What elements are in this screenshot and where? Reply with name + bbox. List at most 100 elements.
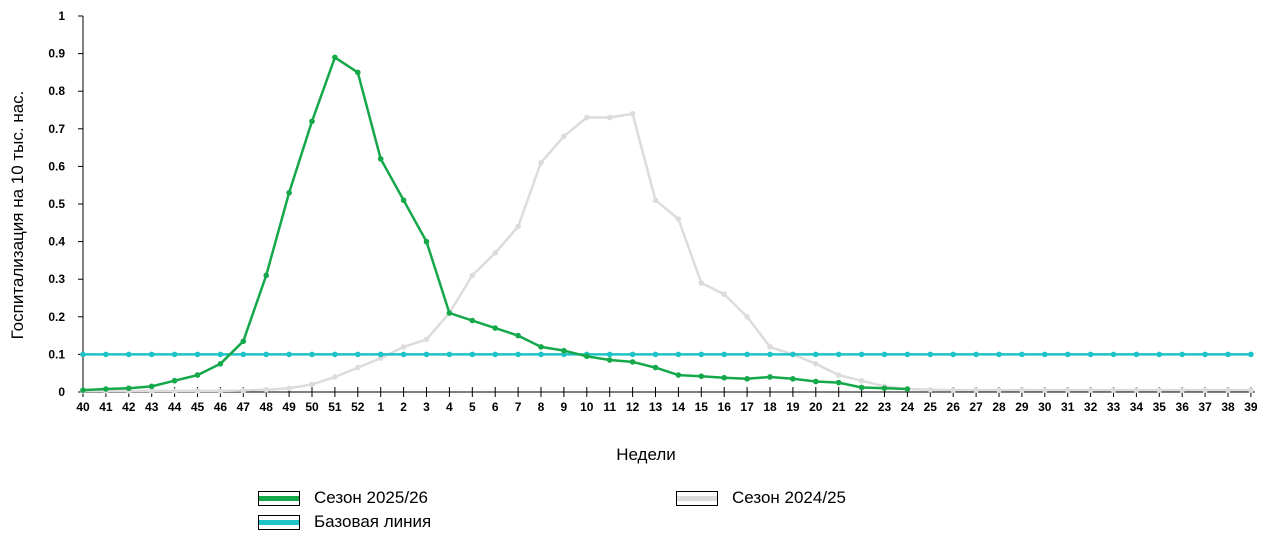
series-1	[80, 110, 1254, 394]
data-point	[217, 388, 224, 394]
x-tick-label: 9	[561, 400, 568, 414]
legend-item-season-2024-25[interactable]: Сезон 2024/25	[676, 488, 846, 508]
x-tick-label: 13	[649, 400, 663, 414]
x-tick-label: 52	[351, 400, 365, 414]
data-point	[790, 376, 796, 382]
data-point	[721, 291, 727, 298]
data-point	[1225, 351, 1231, 358]
data-point	[1156, 351, 1163, 358]
x-tick-label: 33	[1107, 400, 1121, 414]
data-point	[286, 351, 292, 358]
data-point	[813, 378, 819, 385]
data-point	[515, 351, 521, 358]
data-point	[377, 351, 384, 358]
data-point	[652, 197, 659, 204]
x-tick-label: 26	[947, 400, 961, 414]
data-point	[629, 110, 636, 117]
data-point	[950, 387, 956, 393]
data-point	[904, 386, 911, 392]
data-point	[1179, 351, 1185, 358]
x-tick-label: 11	[603, 400, 616, 414]
data-point	[538, 159, 544, 166]
x-tick-label: 21	[832, 400, 846, 414]
legend-item-season-2025-26[interactable]: Сезон 2025/26	[258, 488, 428, 508]
data-point	[698, 373, 705, 380]
data-point	[1087, 351, 1094, 358]
data-point	[377, 156, 384, 162]
data-point	[561, 347, 567, 354]
y-axis-title: Госпитализация на 10 тыс. нас.	[8, 91, 27, 340]
data-point	[309, 351, 315, 358]
x-tick-label: 48	[260, 400, 274, 414]
x-tick-label: 7	[515, 400, 522, 414]
data-point	[950, 351, 956, 358]
data-point	[1110, 387, 1117, 393]
data-point	[858, 377, 865, 384]
data-point	[835, 351, 842, 358]
y-tick-label: 1	[58, 9, 65, 23]
x-tick-label: 8	[538, 400, 545, 414]
data-point	[263, 351, 270, 358]
x-tick-label: 50	[305, 400, 319, 414]
x-tick-label: 20	[809, 400, 823, 414]
x-tick-label: 34	[1130, 400, 1144, 414]
x-tick-label: 41	[99, 400, 113, 414]
data-point	[835, 379, 842, 386]
x-tick-label: 37	[1198, 400, 1212, 414]
data-point	[767, 374, 773, 380]
data-point	[355, 69, 361, 76]
series-line	[83, 112, 1251, 393]
data-point	[561, 133, 567, 140]
data-point	[652, 364, 659, 371]
x-tick-label: 6	[492, 400, 499, 414]
data-point	[698, 351, 705, 358]
data-point	[767, 351, 773, 358]
y-tick-label: 0	[58, 385, 65, 399]
data-point	[148, 351, 155, 358]
data-point	[996, 387, 1002, 393]
x-tick-label: 24	[901, 400, 915, 414]
data-point	[904, 351, 911, 358]
y-tick-label: 0.2	[48, 310, 65, 324]
data-point	[171, 351, 178, 358]
y-tick-label: 0.3	[48, 272, 65, 286]
data-point	[469, 317, 476, 324]
data-point	[103, 351, 109, 358]
data-point	[996, 351, 1002, 358]
data-point	[744, 314, 750, 320]
data-point	[1225, 387, 1231, 393]
data-point	[1019, 351, 1025, 358]
data-point	[126, 351, 132, 358]
data-point	[1202, 387, 1208, 393]
legend-item-baseline[interactable]: Базовая линия	[258, 512, 431, 532]
data-point	[80, 387, 86, 393]
legend-swatch-line	[259, 519, 299, 525]
data-point	[1248, 387, 1254, 393]
y-tick-label: 0.1	[48, 347, 65, 361]
legend-swatch-grey	[676, 490, 718, 506]
data-point	[400, 197, 407, 204]
series-layer	[80, 54, 1254, 394]
data-point	[1110, 351, 1117, 358]
data-point	[194, 372, 201, 378]
x-tick-label: 25	[924, 400, 938, 414]
data-point	[790, 351, 796, 358]
data-point	[744, 376, 750, 382]
data-point	[355, 364, 361, 371]
data-point	[1064, 351, 1071, 358]
data-point	[423, 351, 430, 358]
x-tick-label: 31	[1061, 400, 1075, 414]
data-point	[1133, 351, 1140, 358]
series-0	[80, 54, 911, 393]
x-tick-label: 5	[469, 400, 476, 414]
data-point	[744, 351, 750, 358]
x-tick-label: 22	[855, 400, 869, 414]
x-tick-label: 43	[145, 400, 159, 414]
data-point	[400, 351, 407, 358]
data-point	[309, 118, 315, 125]
legend-swatch-green	[258, 490, 300, 506]
x-tick-label: 38	[1221, 400, 1235, 414]
y-tick-label: 0.6	[48, 159, 65, 173]
x-tick-label: 51	[328, 400, 342, 414]
data-point	[103, 386, 109, 392]
